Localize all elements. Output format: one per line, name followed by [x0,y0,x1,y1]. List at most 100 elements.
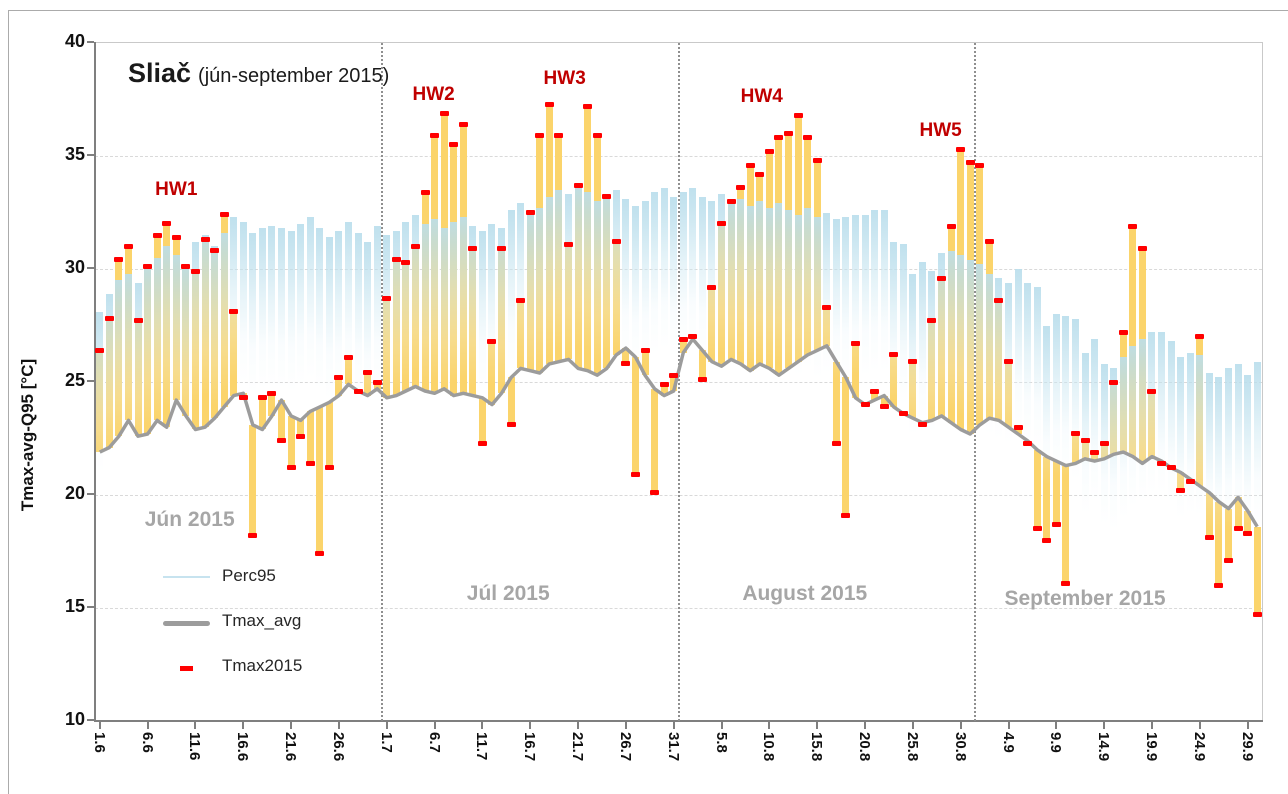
tmax2015-dash [525,210,535,215]
tmax-anomaly-bar [842,377,850,516]
tmax2015-dash [726,198,736,204]
chart-legend: Perc95 Tmax_avg Tmax2015 [163,562,302,697]
month-label: September 2015 [1004,586,1166,610]
perc95-bar [144,264,152,434]
perc95-bar [1005,282,1012,453]
tmax2015-dash [210,248,220,254]
perc95-bar [1071,318,1079,489]
perc95-bar [727,203,735,373]
perc95-bar [1043,325,1051,495]
tmax2015-dash [487,338,497,344]
heatwave-label-hw3: HW3 [543,68,586,90]
x-tick-label-15.8: 15.8 [808,732,826,762]
tmax2015-dash [879,404,889,410]
tmax2015-dash [219,212,229,218]
tmax-anomaly-bar [651,388,659,493]
perc95-bar [660,187,668,358]
tmax-anomaly-bar [316,406,324,554]
perc95-bar [985,273,993,444]
perc95-bar [1091,339,1099,509]
x-tick-label-6.7: 6.7 [425,732,443,753]
tmax2015-dash [602,194,612,200]
tmax2015-dash [1099,440,1109,446]
tmax2015-dash [717,221,727,227]
perc95-bar [191,241,199,412]
tmax2015-dash [611,239,621,245]
x-tick-mark [816,722,819,729]
perc95-bar [96,311,104,482]
tmax2015-dash [544,101,554,107]
tmax2015-dash [946,223,956,229]
tmax2015-dash [535,133,545,139]
perc95-bar [1062,316,1070,486]
perc95-bar [1205,372,1213,543]
tmax2015-dash [497,246,507,252]
perc95-bar [1177,357,1185,527]
x-axis-line [94,720,1263,722]
x-tick-mark [337,722,340,729]
perc95-bar [498,228,506,398]
tmax2015-dash [736,185,746,191]
perc95-bar [364,241,372,412]
x-tick-label-1.6: 1.6 [90,732,108,753]
chart-title-sub: (jún-september 2015) [198,65,390,87]
y-tick-label-20: 20 [64,483,85,503]
tmax2015-dash [1233,526,1243,532]
month-label: August 2015 [742,582,868,606]
tmax2015-dash [506,422,516,428]
tmax2015-dash [449,142,459,148]
perc95-bar [1119,357,1127,527]
x-tick-mark [242,722,245,729]
x-tick-mark [1246,722,1249,729]
perc95-bar [297,223,305,394]
tmax2015-dash [439,110,449,116]
perc95-line-swatch-icon [163,562,210,590]
tmax2015-dash [898,411,908,417]
perc95-bar [182,264,190,434]
perc95-bar [421,223,429,394]
perc95-bar [765,207,773,378]
perc95-bar [450,221,458,392]
tmax2015-dash [343,354,353,360]
tmax2015-dash [190,268,200,274]
y-tick-label-25: 25 [64,370,85,390]
perc95-bar [651,192,659,362]
perc95-bar [392,230,400,401]
x-tick-label-6.6: 6.6 [138,732,156,753]
perc95-bar [201,235,209,405]
x-tick-label-29.9: 29.9 [1238,732,1256,762]
tmax2015-dash [1080,438,1090,444]
perc95-bar [823,212,831,382]
tmax-anomaly-bar [287,415,295,468]
tmax2015-dash [831,440,841,446]
tmax2015-dash [563,241,573,247]
tmax-anomaly-bar [325,402,333,468]
tmax2015-dash [764,148,774,154]
perc95-bar [689,187,697,358]
y-tick-mark [87,606,94,608]
x-tick-mark [529,722,532,729]
y-tick-label-15: 15 [64,596,85,616]
tmax2015-dash [621,361,631,367]
perc95-bar [249,232,257,403]
perc95-bar [813,217,821,387]
perc95-bar [574,187,582,358]
tmax2015-dash [286,465,296,471]
x-tick-label-20.8: 20.8 [856,732,874,762]
perc95-bar [718,194,726,364]
x-tick-mark [1150,722,1153,729]
perc95-bar [880,210,888,380]
tmax2015-dash [171,234,181,240]
perc95-bar [488,223,496,394]
perc95-bar [641,201,649,371]
perc95-bar [746,205,754,376]
x-tick-label-5.8: 5.8 [712,732,730,753]
tmax2015-dash [420,189,430,195]
tmax-anomaly-bar [249,424,257,536]
y-tick-mark [87,154,94,156]
heatwave-label-hw1: HW1 [155,178,198,200]
perc95-bar [536,207,544,378]
perc95-bar [1196,354,1204,525]
x-tick-label-24.9: 24.9 [1190,732,1208,762]
y-tick-mark [87,380,94,382]
